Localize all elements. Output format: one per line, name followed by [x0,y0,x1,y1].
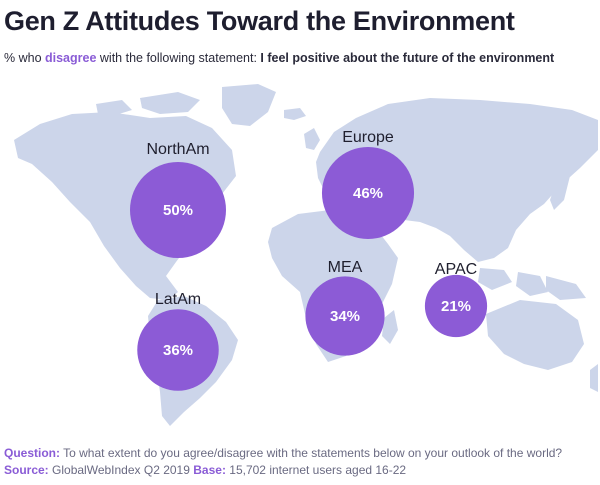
bubble-mea [305,276,385,356]
bubble-europe [321,146,415,240]
footer-question-line: Question: To what extent do you agree/di… [4,445,562,462]
bubble-value-northam: 50% [163,202,193,219]
bubble-value-apac: 21% [441,298,471,315]
region-label-europe: Europe [342,129,394,146]
bubble-value-latam: 36% [163,342,193,359]
subtitle-middle: with the following statement: [96,51,261,65]
subtitle-statement: I feel positive about the future of the … [260,51,555,65]
source-label: Source: [4,463,49,477]
subtitle-prefix: % who [4,51,45,65]
chart-subtitle: % who disagree with the following statem… [4,51,554,65]
bubble-value-mea: 34% [330,308,360,325]
bubble-value-europe: 46% [353,185,383,202]
region-label-apac: APAC [435,261,477,278]
bubble-latam [137,309,219,391]
bubble-apac [424,274,488,338]
base-label: Base: [193,463,226,477]
region-label-latam: LatAm [155,291,201,308]
chart-title: Gen Z Attitudes Toward the Environment [4,6,515,36]
bubble-layer: 50% NorthAm 46% Europe 34% MEA 36% LatAm 21% APAC [130,129,488,391]
question-label: Question: [4,446,60,460]
footer-source-line: Source: GlobalWebIndex Q2 2019 Base: 15,… [4,462,562,479]
question-text: To what extent do you agree/disagree wit… [63,446,563,460]
chart-footer: Question: To what extent do you agree/di… [4,445,562,479]
bubble-northam [130,162,226,258]
subtitle-highlight: disagree [45,51,97,65]
base-text: 15,702 internet users aged 16-22 [229,463,407,477]
source-text: GlobalWebIndex Q2 2019 [52,463,190,477]
world-bubble-map: 50% NorthAm 46% Europe 34% MEA 36% LatAm 21% APAC [14,84,598,426]
region-label-northam: NorthAm [146,141,209,158]
world-map-land [14,84,598,426]
region-label-mea: MEA [328,259,363,276]
